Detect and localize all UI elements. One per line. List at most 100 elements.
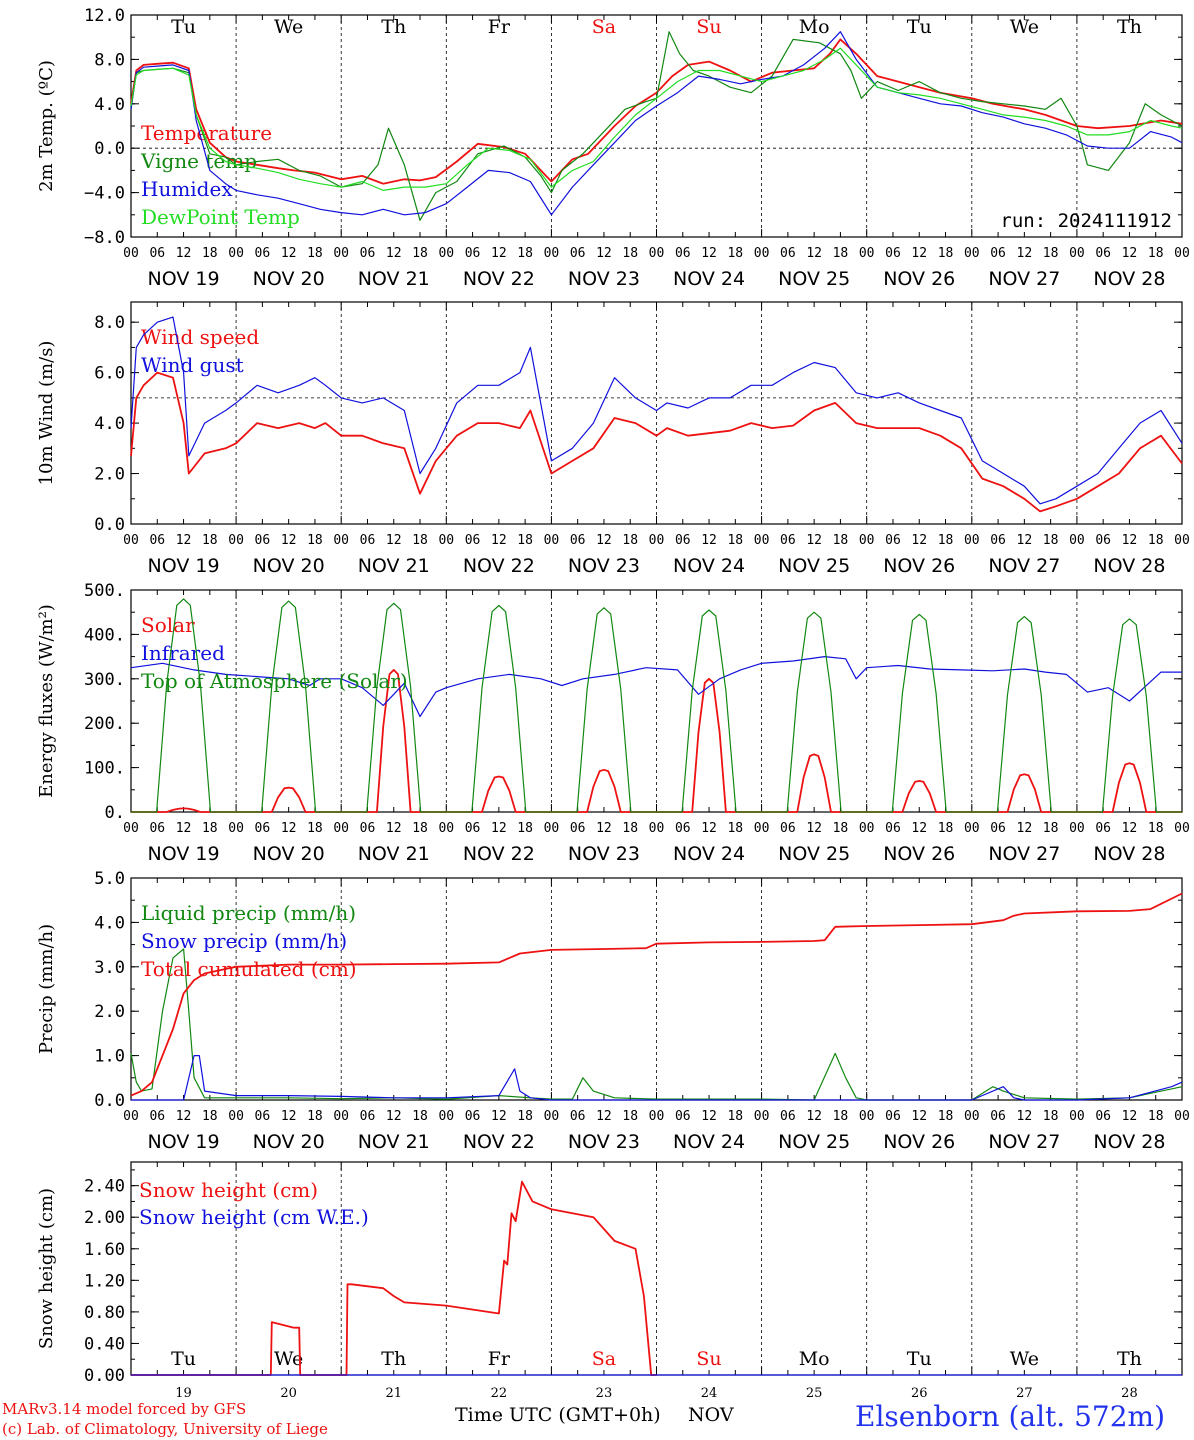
y-axis-label: Snow height (cm): [36, 1188, 57, 1349]
hour-tick-label: 06: [360, 246, 376, 261]
legend-entry: Snow height (cm W.E.): [139, 1205, 369, 1229]
hour-tick-label: 00: [438, 533, 454, 548]
hour-tick-label: 18: [202, 1109, 218, 1124]
hour-tick-label: 00: [754, 821, 770, 836]
hour-tick-label: 18: [833, 246, 849, 261]
day-number-label: 20: [280, 1386, 297, 1401]
y-tick-label: 300.: [84, 670, 125, 690]
day-number-label: 27: [1016, 1386, 1033, 1401]
legend-entry: Infrared: [141, 641, 225, 665]
hour-tick-label: 00: [964, 821, 980, 836]
hour-tick-label: 12: [491, 821, 507, 836]
hour-tick-label: 06: [1095, 1109, 1111, 1124]
hour-tick-label: 18: [727, 1109, 743, 1124]
series-line-snow-height-cm-: [131, 1180, 657, 1376]
hour-tick-label: 06: [675, 533, 691, 548]
weekday-label: Th: [381, 1348, 406, 1370]
hour-tick-label: 12: [386, 821, 402, 836]
y-tick-label: 200.: [84, 714, 125, 734]
hour-tick-label: 06: [885, 1109, 901, 1124]
weekday-label: Sa: [592, 16, 616, 38]
hour-tick-label: 06: [255, 1109, 271, 1124]
y-tick-label: 1.0: [94, 1047, 125, 1067]
date-label: NOV 22: [463, 843, 535, 865]
weekday-label: Sa: [592, 1348, 616, 1370]
date-label: NOV 27: [988, 268, 1060, 290]
weekday-label: Mo: [799, 16, 830, 38]
weekday-label: Su: [696, 1348, 721, 1370]
hour-tick-label: 00: [964, 533, 980, 548]
day-number-label: 25: [806, 1386, 823, 1401]
hour-tick-label: 06: [990, 246, 1006, 261]
hour-tick-label: 06: [1095, 533, 1111, 548]
hour-tick-label: 06: [360, 1109, 376, 1124]
weekday-label: Th: [381, 16, 406, 38]
weekday-label: We: [1010, 1348, 1039, 1370]
series-line-vigne-temp: [130, 31, 1183, 221]
hour-tick-label: 06: [990, 821, 1006, 836]
hour-tick-label: 18: [727, 246, 743, 261]
weekday-label: We: [274, 1348, 303, 1370]
hour-tick-label: 12: [1122, 246, 1138, 261]
hour-tick-label: 00: [1174, 1109, 1190, 1124]
hour-tick-label: 06: [149, 821, 165, 836]
hour-tick-label: 06: [465, 246, 481, 261]
hour-tick-label: 18: [1043, 533, 1059, 548]
hour-tick-label: 06: [885, 246, 901, 261]
legend-entry: Vigne temp: [140, 149, 257, 173]
hour-tick-label: 00: [649, 1109, 665, 1124]
hour-tick-label: 12: [1017, 246, 1033, 261]
legend-entry: Liquid precip (mm/h): [141, 901, 356, 925]
y-tick-label: −4.0: [84, 184, 125, 204]
weekday-label: Tu: [171, 1348, 196, 1370]
hour-tick-label: 18: [1148, 821, 1164, 836]
hour-tick-label: 12: [911, 821, 927, 836]
hour-tick-label: 06: [570, 246, 586, 261]
date-label: NOV 19: [148, 268, 220, 290]
hour-tick-label: 18: [412, 533, 428, 548]
hour-tick-label: 06: [780, 246, 796, 261]
hour-tick-label: 06: [360, 533, 376, 548]
y-tick-label: 0.0: [94, 1091, 125, 1111]
y-tick-label: 0.: [105, 803, 125, 823]
hour-tick-label: 06: [675, 246, 691, 261]
hour-tick-label: 12: [806, 1109, 822, 1124]
hour-tick-label: 12: [596, 246, 612, 261]
hour-tick-label: 12: [701, 821, 717, 836]
hour-tick-label: 06: [780, 533, 796, 548]
date-label: NOV 26: [883, 268, 955, 290]
y-tick-label: 6.0: [94, 364, 125, 384]
hour-tick-label: 12: [176, 821, 192, 836]
hour-tick-label: 18: [307, 1109, 323, 1124]
y-tick-label: 4.0: [94, 913, 125, 933]
date-label: NOV 23: [568, 268, 640, 290]
hour-tick-label: 18: [727, 533, 743, 548]
hour-tick-label: 06: [990, 1109, 1006, 1124]
y-axis-label: 2m Temp. (ºC): [36, 60, 57, 192]
hour-tick-label: 18: [622, 1109, 638, 1124]
hour-tick-label: 12: [386, 533, 402, 548]
hour-tick-label: 12: [1122, 1109, 1138, 1124]
legend-entry: Snow height (cm): [139, 1178, 318, 1202]
hour-tick-label: 00: [228, 821, 244, 836]
series-line-humidex: [130, 31, 1183, 216]
hour-tick-label: 12: [1017, 533, 1033, 548]
weekday-label: Tu: [171, 16, 196, 38]
series-line-top-of-atmosphere-solar-: [131, 598, 1182, 813]
date-label: NOV 21: [358, 1131, 430, 1153]
y-tick-label: 0.80: [84, 1303, 125, 1323]
hour-tick-label: 18: [412, 1109, 428, 1124]
hour-tick-label: 00: [964, 1109, 980, 1124]
date-label: NOV 27: [988, 1131, 1060, 1153]
legend-entry: Humidex: [141, 177, 233, 201]
hour-tick-label: 18: [517, 821, 533, 836]
weekday-label: Tu: [907, 1348, 932, 1370]
hour-tick-label: 00: [1069, 1109, 1085, 1124]
weekday-label: Th: [1117, 16, 1142, 38]
date-label: NOV 26: [883, 1131, 955, 1153]
day-number-label: 21: [385, 1386, 402, 1401]
date-label: NOV 26: [883, 555, 955, 577]
hour-tick-label: 18: [307, 246, 323, 261]
hour-tick-label: 12: [491, 246, 507, 261]
